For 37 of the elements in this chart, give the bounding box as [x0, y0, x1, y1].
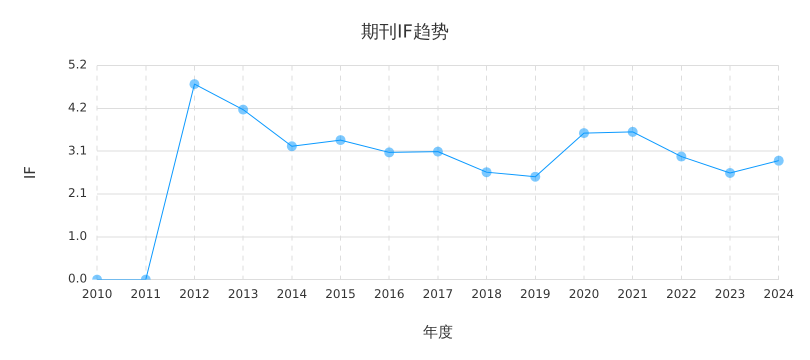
x-tick-label: 2021	[617, 286, 648, 301]
x-tick-label: 2011	[130, 286, 162, 301]
y-tick-label: 3.1	[68, 143, 88, 158]
point	[482, 167, 492, 178]
x-tick-label: 2024	[763, 286, 794, 301]
chart-title: 期刊IF趋势	[361, 21, 449, 42]
y-tick-label: 1.0	[68, 228, 88, 243]
point	[530, 172, 540, 182]
y-tick-label: 0.0	[68, 272, 88, 286]
point	[725, 168, 736, 178]
point	[774, 156, 784, 166]
x-tick-label: 2019	[520, 286, 551, 301]
x-tick-label: 2020	[568, 286, 600, 301]
x-tick-label: 2018	[471, 286, 502, 301]
x-tick-label: 2010	[82, 286, 112, 301]
x-tick-label: 2017	[422, 286, 454, 301]
x-tick-label: 2016	[374, 286, 404, 301]
y-axis-title: IF	[20, 166, 39, 180]
x-tick-label: 2022	[666, 286, 697, 301]
point	[336, 135, 346, 146]
y-tick-label: 2.1	[68, 186, 88, 200]
y-tick-label: 4.2	[68, 100, 88, 115]
x-tick-label: 2015	[325, 286, 356, 301]
x-tick-label: 2013	[228, 286, 258, 301]
y-tick-label: 5.2	[68, 58, 88, 72]
point	[384, 147, 394, 158]
point	[286, 141, 297, 152]
point	[432, 146, 443, 157]
x-tick-label: 2023	[714, 286, 746, 301]
point	[578, 128, 589, 138]
point	[189, 79, 200, 90]
x-axis-title: 年度	[422, 322, 453, 341]
x-tick-label: 2014	[276, 286, 308, 301]
point	[676, 152, 686, 162]
x-tick-label: 2012	[179, 286, 210, 301]
point	[238, 104, 248, 115]
point	[628, 126, 638, 137]
